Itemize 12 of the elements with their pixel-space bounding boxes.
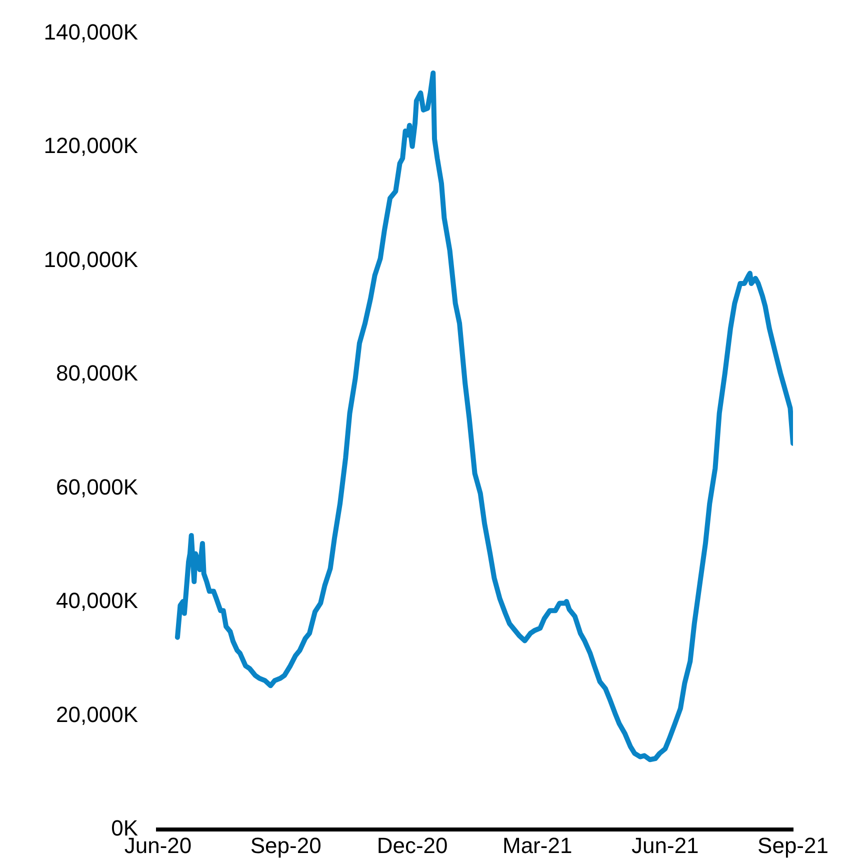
y-tick-label: 20,000K bbox=[56, 702, 138, 727]
y-tick-label: 60,000K bbox=[56, 474, 138, 500]
y-tick-label: 100,000K bbox=[44, 246, 138, 272]
x-tick-label: Mar-21 bbox=[502, 832, 572, 858]
y-tick-label: 80,000K bbox=[56, 360, 138, 386]
x-tick-label: Dec-20 bbox=[376, 832, 448, 858]
y-tick-label: 140,000K bbox=[44, 19, 138, 44]
y-tick-label: 120,000K bbox=[44, 133, 138, 158]
x-tick-label: Sep-21 bbox=[758, 832, 828, 858]
y-tick-label: 40,000K bbox=[56, 588, 138, 614]
x-tick-label: Jun-21 bbox=[632, 832, 699, 858]
x-tick-label: Sep-20 bbox=[250, 832, 322, 858]
